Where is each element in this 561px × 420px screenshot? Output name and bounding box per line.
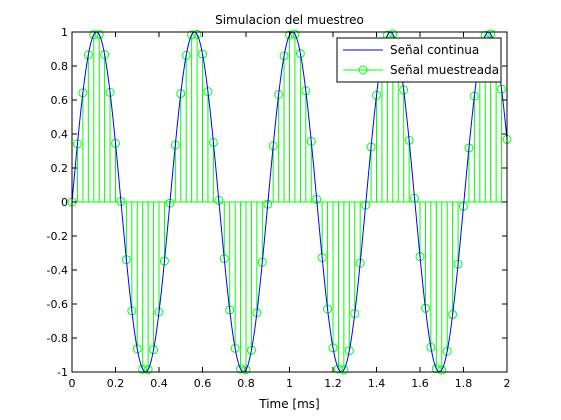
stem-marker — [236, 364, 246, 374]
x-tick-label: 0 — [69, 377, 76, 390]
stems-layer — [72, 33, 508, 371]
stem-marker — [143, 365, 153, 375]
stem-marker — [230, 343, 240, 353]
stem-marker — [279, 51, 289, 61]
stem-marker — [181, 50, 191, 60]
y-ticks: -1 -0.8 -0.6 -0.4 -0.2 0 0.2 0.4 0.6 0.8 1 — [47, 26, 507, 379]
stem-marker — [339, 365, 349, 375]
legend-label-continuous: Señal continua — [390, 43, 479, 57]
x-ticks: 0 0.2 0.4 0.6 0.8 1 1.2 1.4 1.6 1.8 2 — [69, 32, 511, 390]
stem-marker — [333, 364, 343, 374]
x-tick-label: 0.8 — [237, 377, 255, 390]
stem-marker — [192, 29, 202, 39]
stem-marker — [328, 343, 338, 353]
stem-marker — [132, 344, 142, 354]
x-tick-label: 2 — [504, 377, 511, 390]
stem-marker — [295, 49, 305, 59]
x-tick-label: 0.6 — [194, 377, 212, 390]
legend: Señal continua Señal muestreada — [336, 37, 502, 83]
x-axis-label: Time [ms] — [258, 397, 320, 411]
stem-marker — [94, 30, 104, 40]
x-tick-label: 0.4 — [150, 377, 168, 390]
x-tick-label: 1.2 — [324, 377, 342, 390]
stem-marker — [89, 30, 99, 40]
legend-box — [336, 37, 502, 83]
stem-marker — [426, 342, 436, 352]
y-tick-label: -0.6 — [47, 298, 68, 311]
y-tick-label: 0.8 — [51, 60, 69, 73]
x-tick-label: 1 — [286, 377, 293, 390]
stem-marker — [138, 364, 148, 374]
stem-marker — [437, 365, 447, 375]
stem-marker — [285, 30, 294, 40]
y-tick-label: 0.2 — [51, 162, 69, 175]
y-tick-label: -1 — [57, 366, 68, 379]
x-tick-label: 1.8 — [455, 377, 473, 390]
stem-marker — [100, 50, 110, 60]
y-tick-label: -0.2 — [47, 230, 68, 243]
chart-title: Simulacion del muestreo — [215, 13, 364, 27]
legend-label-sampled: Señal muestreada — [390, 63, 499, 77]
stem-marker — [344, 346, 354, 356]
y-tick-label: -0.8 — [47, 332, 68, 345]
stem-marker — [83, 50, 93, 60]
stem-marker — [198, 49, 207, 59]
stem-marker — [149, 345, 159, 355]
y-tick-label: 0 — [61, 196, 68, 209]
y-tick-label: -0.4 — [47, 264, 68, 277]
x-tick-label: 1.4 — [368, 377, 386, 390]
y-tick-label: 0.6 — [51, 94, 69, 107]
x-tick-label: 0.2 — [107, 377, 125, 390]
stem-marker — [246, 345, 256, 355]
stem-marker — [241, 365, 251, 375]
stem-marker — [187, 30, 197, 40]
stem-marker — [431, 364, 441, 374]
stem-marker — [290, 29, 300, 39]
x-tick-label: 1.6 — [411, 377, 429, 390]
y-tick-label: 1 — [61, 26, 68, 39]
stem-marker — [442, 346, 452, 356]
legend-marker-sampled — [358, 65, 368, 75]
y-tick-label: 0.4 — [51, 128, 69, 141]
